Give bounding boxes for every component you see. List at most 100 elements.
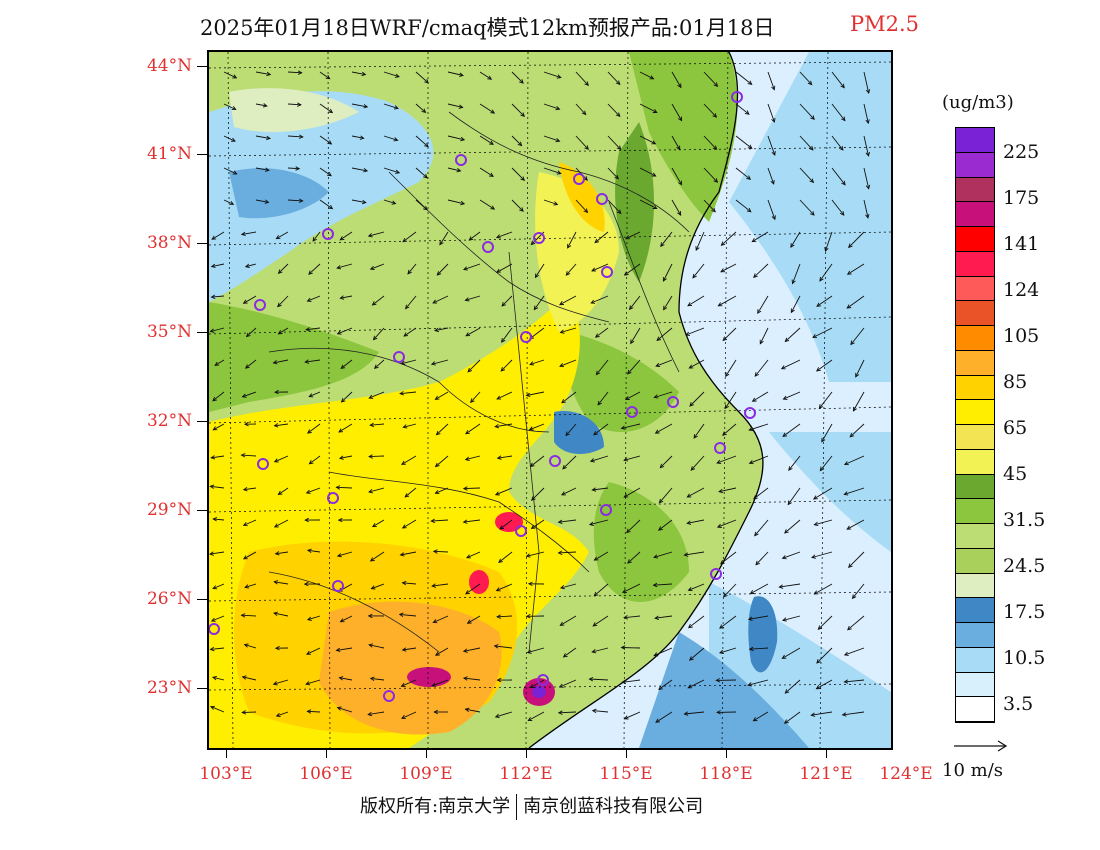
wind-arrow [245, 263, 257, 268]
wind-arrow [370, 263, 385, 270]
wind-arrow [812, 327, 833, 338]
wind-arrow-head [338, 428, 344, 433]
wind-arrow-head [690, 466, 696, 471]
wind-arrow-head [722, 431, 727, 436]
wind-arrow [495, 711, 513, 718]
wind-arrow [223, 71, 237, 79]
wind-arrow-head [430, 361, 436, 366]
wind-arrow-head [616, 145, 622, 151]
wind-arrow-head [368, 394, 374, 399]
pm25-map[interactable] [207, 50, 893, 750]
wind-arrow [558, 519, 577, 523]
wind-arrow [660, 231, 673, 247]
wind-arrow-head [688, 364, 694, 369]
wind-arrow-head [781, 654, 787, 659]
wind-arrow-head [557, 550, 563, 556]
wind-arrow-head [462, 519, 468, 524]
wind-arrow-head [328, 204, 334, 210]
wind-arrow [341, 391, 353, 403]
wind-arrow-head [715, 678, 721, 683]
wind-arrow-head [266, 71, 272, 77]
wind-arrow [306, 647, 321, 655]
wind-arrow [735, 71, 752, 85]
wind-arrow-head [210, 294, 216, 300]
wind-arrow-head [495, 234, 501, 239]
wind-arrow [511, 167, 525, 181]
wind-arrow [255, 167, 269, 171]
wind-arrow [543, 71, 561, 79]
wind-arrow-head [846, 304, 852, 309]
wind-arrow-head [588, 676, 594, 682]
wind-arrow [724, 391, 737, 409]
wind-arrow-head [369, 676, 375, 681]
lat-label-35: 35°N [146, 322, 192, 342]
north-deep-band [229, 168, 329, 219]
wind-arrow-head [465, 332, 471, 337]
wind-arrow-head [305, 681, 311, 686]
wind-arrow-head [369, 557, 375, 562]
wind-arrow-head [865, 184, 871, 190]
wind-arrow-head [519, 207, 524, 212]
wind-arrow [465, 455, 481, 461]
wind-arrow-head [713, 82, 719, 88]
wind-arrow-head [816, 302, 822, 307]
wind-arrow-head [623, 615, 628, 620]
legend-label-10-5: 10.5 [1003, 647, 1046, 669]
wind-arrow [562, 455, 577, 470]
wind-arrow-head [846, 525, 852, 530]
lon-tick [326, 750, 327, 758]
wind-arrow-head [747, 80, 753, 86]
wind-arrow-head [338, 676, 344, 681]
wind-arrow [415, 167, 428, 179]
wind-arrow-head [662, 277, 667, 282]
wind-arrow [816, 359, 833, 372]
wind-arrow-head [807, 80, 813, 86]
wind-arrow-head [373, 364, 379, 369]
wind-arrow [716, 455, 737, 464]
wind-arrow-head [711, 207, 716, 213]
wind-arrow-head [298, 198, 304, 203]
wind-arrow-head [658, 685, 663, 690]
wind-arrow-head [526, 649, 532, 654]
city-marker [573, 173, 585, 185]
wind-arrow [463, 263, 481, 271]
wind-arrow [287, 199, 303, 202]
wind-arrow-head [558, 683, 564, 688]
wind-arrow [255, 103, 267, 107]
lat-label-23: 23°N [146, 678, 192, 698]
legend-label-105: 105 [1003, 325, 1040, 347]
wind-arrow-head [754, 372, 760, 377]
lat-tick [197, 332, 207, 333]
wind-arrow [319, 167, 332, 177]
wind-arrow [496, 391, 513, 400]
wind-arrow-head [747, 682, 753, 687]
wind-arrow [403, 327, 417, 337]
wind-arrow-head [659, 463, 665, 469]
wind-arrow-head [746, 207, 752, 213]
wind-arrow-head [465, 590, 470, 595]
wind-arrow [847, 615, 865, 631]
wind-arrow [336, 263, 353, 269]
wind-arrow [782, 615, 801, 621]
wind-arrow-head [653, 394, 659, 399]
wind-arrow [306, 487, 321, 494]
wind-arrow [287, 71, 302, 74]
wind-arrow-head [402, 238, 408, 243]
wind-arrow-head [399, 391, 404, 396]
wind-arrow-head [559, 301, 564, 306]
wind-arrow-head [753, 273, 758, 278]
wind-arrow [782, 551, 801, 559]
footer-copyright: 版权所有:南京大学 [360, 796, 511, 817]
wind-arrow-head [367, 233, 373, 238]
wind-arrow [211, 455, 225, 459]
wind-arrow-head [614, 174, 619, 180]
wind-arrow [754, 359, 769, 377]
wind-arrow [626, 519, 641, 533]
wind-arrow-head [748, 646, 754, 652]
wind-arrow [817, 615, 833, 630]
lat-label-44: 44°N [146, 56, 192, 76]
lon-label-115: 115°E [599, 764, 653, 784]
wind-arrow-head [527, 581, 533, 587]
wind-arrow [799, 167, 814, 183]
wind-arrow-head [494, 713, 500, 719]
